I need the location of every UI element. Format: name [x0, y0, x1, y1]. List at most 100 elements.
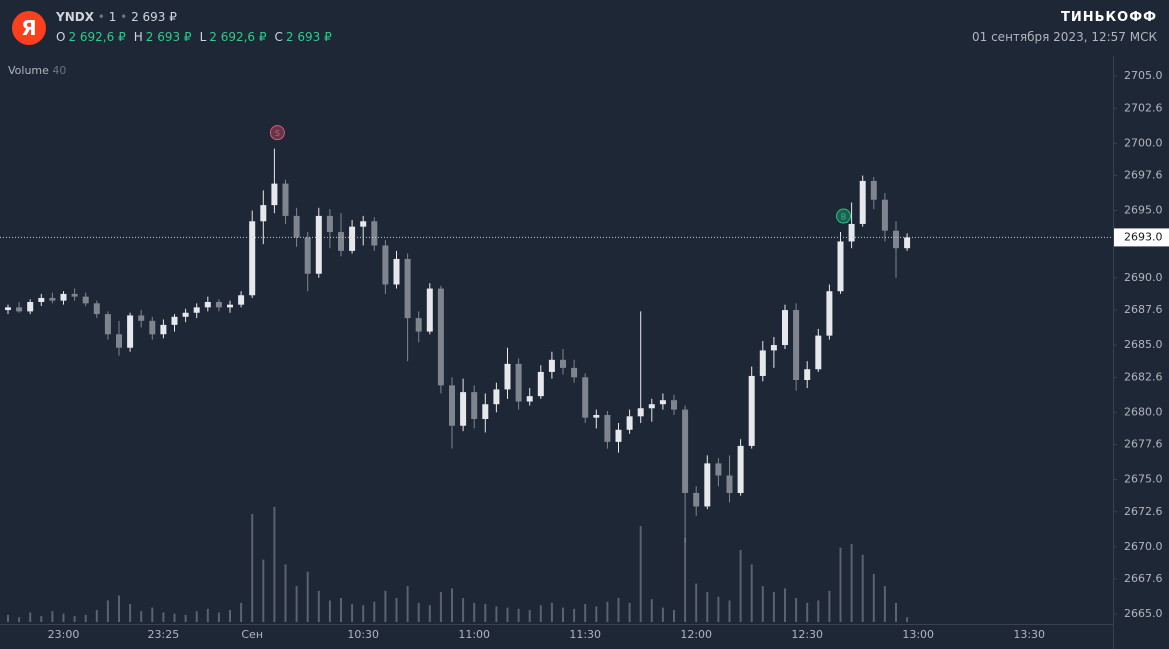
volume-bar	[484, 604, 487, 622]
volume-bar	[806, 602, 809, 622]
y-tick-label: 2700.0	[1124, 136, 1163, 149]
datetime: 01 сентября 2023, 12:57 МСК	[972, 30, 1157, 44]
volume-bar	[306, 571, 309, 622]
last-price-label: 2693.0	[1124, 230, 1163, 243]
candle-body	[71, 293, 78, 297]
candle-body	[637, 408, 644, 417]
volume-bar	[7, 614, 9, 622]
candle-body	[215, 301, 222, 308]
volume-bar	[595, 606, 598, 622]
candle-body	[770, 345, 777, 351]
candle-body	[393, 258, 400, 285]
candle-body	[271, 183, 278, 206]
volume-bar	[606, 601, 609, 622]
volume-bar	[772, 592, 775, 622]
interval: 1	[108, 10, 117, 24]
y-tick-label: 2705.0	[1124, 69, 1163, 82]
volume-bar	[262, 559, 265, 622]
volume-bar	[784, 588, 786, 622]
candle-body	[127, 315, 134, 348]
candle-body	[471, 392, 478, 420]
candle-body	[848, 223, 855, 242]
candle-body	[404, 258, 411, 319]
candle-body	[16, 307, 23, 312]
candle-body	[837, 241, 844, 292]
candle-body	[204, 301, 211, 308]
candle-body	[748, 375, 755, 446]
ohlc-key: O	[56, 30, 66, 44]
candle-body	[893, 230, 899, 249]
volume-bar	[417, 602, 420, 622]
volume-bar	[95, 610, 98, 622]
x-tick-label: 12:00	[680, 628, 712, 641]
ohlc-value: 2 692,6 ₽	[209, 30, 267, 44]
volume-bar	[584, 604, 587, 622]
y-tick-label: 2690.0	[1124, 271, 1163, 284]
brand: ТИНЬКОФФ	[1061, 10, 1157, 25]
volume-bar	[451, 588, 453, 622]
candle-body	[648, 404, 655, 409]
candle-body	[249, 221, 256, 296]
volume-bar	[661, 607, 664, 622]
volume-bar	[562, 607, 564, 622]
volume-bar	[195, 611, 198, 622]
volume-bar	[18, 617, 21, 622]
volume-bar	[639, 526, 642, 622]
candle-body	[160, 324, 167, 335]
volume-bar	[173, 613, 176, 622]
volume-bar	[118, 595, 120, 622]
volume-bar	[828, 590, 831, 622]
volume-bar	[217, 612, 220, 622]
candle-body	[326, 215, 333, 233]
volume-bar	[29, 612, 32, 622]
y-tick-label: 2685.0	[1124, 338, 1163, 351]
candle-body	[49, 297, 56, 301]
candle-body	[138, 315, 145, 321]
candle-body	[371, 221, 378, 246]
candle-body	[548, 359, 555, 372]
price: 2 693 ₽	[131, 10, 177, 24]
ohlc-key: L	[199, 30, 207, 44]
volume-bar	[384, 590, 387, 622]
ohlc-value: 2 693 ₽	[285, 30, 332, 44]
volume-bar	[650, 599, 653, 622]
volume-bar	[750, 564, 753, 622]
volume-bar	[73, 616, 76, 622]
volume-bar	[528, 610, 531, 622]
candle-body	[382, 245, 389, 285]
marker-circle	[269, 125, 285, 141]
volume-bar	[539, 605, 542, 622]
candle-body	[415, 318, 422, 332]
candle-body	[560, 359, 566, 368]
candle-body	[782, 310, 788, 346]
marker-label: S	[275, 129, 280, 138]
volume-label: Volume	[8, 64, 49, 77]
candle-body	[659, 400, 666, 405]
volume-bar	[617, 598, 620, 622]
volume-bar	[40, 616, 43, 622]
ohlc-value: 2 692,6 ₽	[68, 30, 126, 44]
candle-body	[715, 463, 722, 476]
candle-body	[437, 288, 444, 386]
volume-bar	[439, 592, 442, 622]
x-tick-label: 11:00	[458, 628, 490, 641]
volume-bar	[728, 600, 731, 622]
volume-bar	[861, 554, 864, 622]
candle-body	[493, 389, 500, 405]
volume-bar	[184, 614, 187, 622]
volume-bar	[895, 602, 897, 622]
y-tick-label: 2675.0	[1124, 473, 1163, 486]
candle-body	[315, 215, 322, 274]
candle-body	[426, 288, 433, 332]
volume-bar	[495, 606, 498, 622]
candle-body	[60, 293, 67, 301]
volume-bar	[684, 538, 687, 622]
volume-bar	[162, 612, 165, 622]
y-tick-label: 2670.0	[1124, 540, 1163, 553]
volume-bar	[151, 607, 154, 622]
candle-body	[693, 492, 700, 507]
volume-bar	[62, 613, 65, 622]
volume-legend: Volume 40	[8, 64, 66, 77]
logo: Я	[12, 11, 46, 45]
